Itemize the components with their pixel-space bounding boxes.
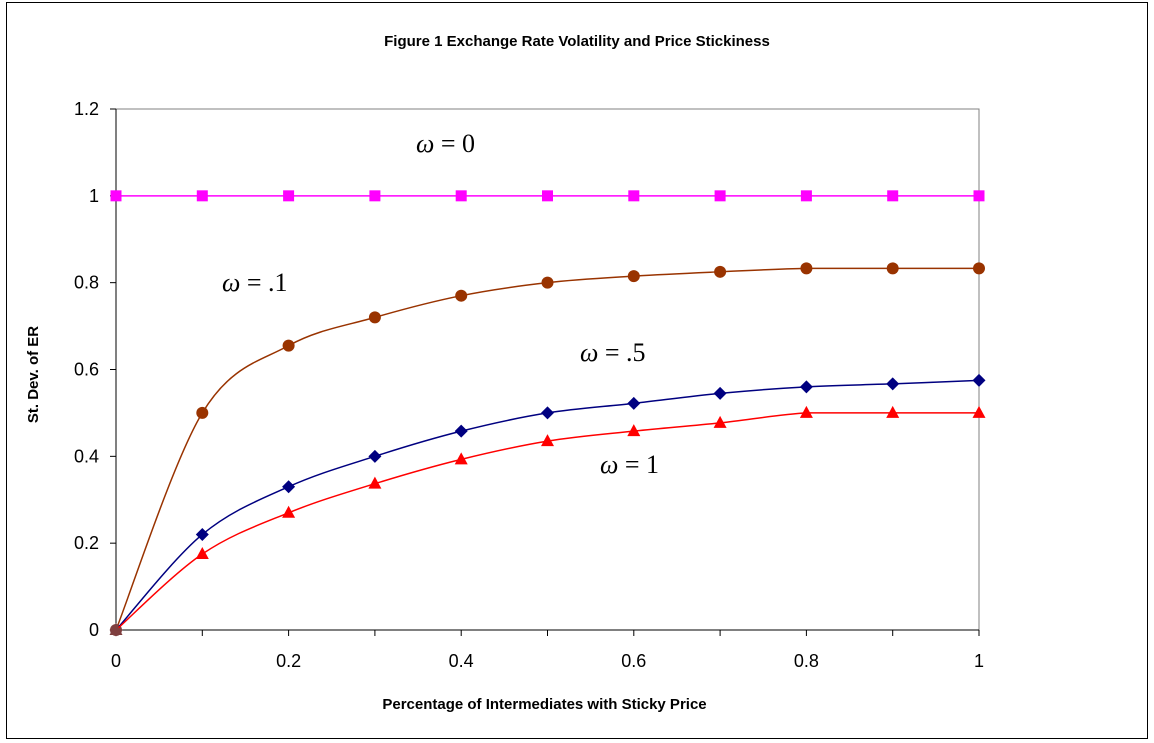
series-label-omega-0-1: ω = .1: [222, 268, 288, 297]
series-label-omega-1: ω = 1: [600, 450, 659, 479]
data-point-omega-0-1: [541, 276, 554, 289]
data-point-omega-0-5: [282, 480, 296, 494]
data-point-omega-0-1: [800, 262, 813, 275]
data-point-omega-0-1: [455, 289, 468, 302]
x-tick-label: 0: [111, 651, 121, 671]
data-point-omega-0-1: [282, 339, 295, 352]
data-point-omega-0-1: [368, 311, 381, 324]
y-tick-label: 0.2: [74, 533, 99, 553]
series-omega-1: [109, 405, 986, 635]
x-tick-label: 0.6: [621, 651, 646, 671]
series-omega-0-5: [109, 373, 986, 637]
data-point-omega-0-1: [714, 265, 727, 278]
y-tick-label: 1.2: [74, 99, 99, 119]
y-tick-label: 0.4: [74, 446, 99, 466]
data-point-omega-0: [800, 190, 812, 202]
data-point-omega-0-5: [886, 377, 900, 391]
y-tick-label: 0: [89, 620, 99, 640]
series-labels: ω = 0 ω = .1 ω = .5 ω = 1: [222, 129, 659, 479]
data-point-omega-0-5: [454, 424, 468, 438]
data-point-omega-0: [714, 190, 726, 202]
data-point-omega-1: [282, 505, 296, 518]
data-point-omega-0: [283, 190, 295, 202]
series-label-omega-0-5: ω = .5: [580, 338, 646, 367]
data-point-omega-0: [542, 190, 553, 202]
data-point-omega-1: [799, 405, 813, 418]
series-layer: [109, 190, 986, 637]
data-point-omega-1: [541, 434, 554, 447]
data-point-omega-1: [109, 623, 123, 635]
series-line-omega-0-1: [115, 267, 979, 631]
data-point-omega-0-5: [972, 373, 986, 387]
series-omega-0-1: [110, 262, 985, 636]
x-axis-title: Percentage of Intermediates with Sticky …: [382, 696, 706, 713]
data-point-omega-0: [628, 190, 640, 202]
data-point-omega-1: [195, 547, 209, 560]
data-point-omega-0-1: [886, 262, 899, 275]
series-omega-0: [110, 190, 985, 202]
data-point-omega-0-5: [799, 380, 813, 394]
data-point-omega-1: [368, 476, 382, 489]
data-point-omega-0-5: [541, 406, 554, 420]
data-point-omega-0: [110, 190, 122, 202]
data-point-omega-0: [369, 190, 381, 202]
data-point-omega-0-1: [973, 262, 985, 275]
data-point-omega-1: [627, 424, 641, 437]
y-axis-title: St. Dev. of ER: [25, 326, 42, 423]
data-point-omega-0: [455, 190, 467, 202]
data-point-omega-0: [196, 190, 208, 202]
x-tick-label: 0.4: [449, 651, 474, 671]
data-point-omega-0-1: [627, 270, 640, 283]
data-point-omega-0: [973, 190, 985, 202]
x-axis: 0 0.2 0.4 0.6 0.8 1: [111, 629, 984, 671]
data-point-omega-1: [713, 415, 727, 428]
y-tick-label: 1: [89, 186, 99, 206]
plot-border: [115, 108, 980, 631]
data-point-omega-0-5: [713, 386, 727, 400]
data-point-omega-1: [972, 405, 986, 418]
data-point-omega-1: [454, 452, 468, 465]
chart-title: Figure 1 Exchange Rate Volatility and Pr…: [384, 33, 770, 50]
x-tick-label: 0.2: [276, 651, 301, 671]
plot-area: [115, 108, 980, 631]
data-point-omega-0-5: [368, 449, 382, 463]
data-point-omega-1: [886, 405, 900, 418]
x-tick-label: 1: [974, 651, 984, 671]
y-tick-label: 0.6: [74, 360, 99, 380]
data-point-omega-0: [887, 190, 899, 202]
data-point-omega-0-1: [196, 406, 209, 419]
data-point-omega-0-5: [195, 527, 209, 541]
y-tick-label: 0.8: [74, 273, 99, 293]
x-tick-label: 0.8: [794, 651, 819, 671]
data-point-omega-0-5: [627, 396, 641, 410]
y-axis: 0 0.2 0.4 0.6 0.8 1 1.2: [74, 99, 117, 640]
series-label-omega-0: ω = 0: [416, 129, 475, 158]
